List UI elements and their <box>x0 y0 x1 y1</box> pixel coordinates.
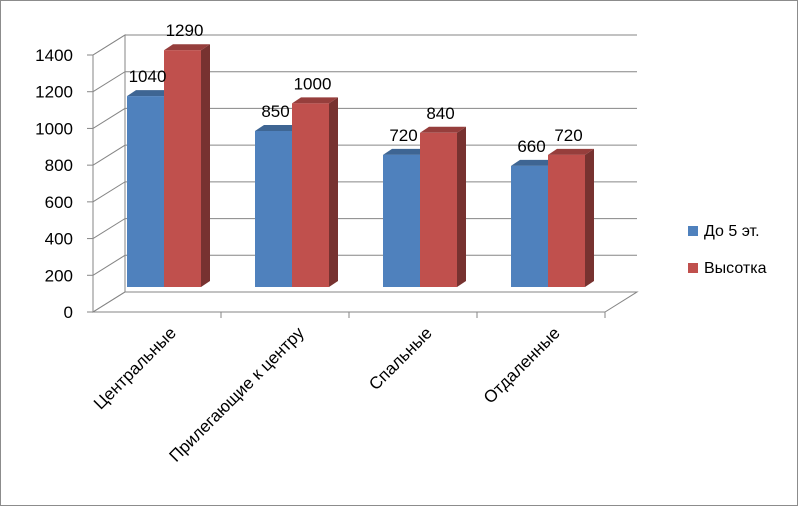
gridline <box>92 181 637 203</box>
bar <box>548 148 594 287</box>
legend-label: Высотка <box>704 260 767 277</box>
gridline <box>92 107 637 129</box>
bar-side <box>329 97 338 287</box>
bar-front <box>292 103 329 287</box>
gridline <box>92 291 637 313</box>
data-label: 840 <box>426 104 454 123</box>
bar-front <box>420 132 457 287</box>
floor <box>91 291 639 313</box>
legend-swatch <box>688 263 698 273</box>
y-tick-label: 1200 <box>35 83 73 102</box>
side-wall <box>92 34 126 313</box>
bar-front <box>164 50 201 287</box>
data-label: 720 <box>389 126 417 145</box>
data-label: 660 <box>517 137 545 156</box>
y-tick-label: 1400 <box>35 46 73 65</box>
gridline <box>92 71 637 93</box>
data-label: 1290 <box>166 21 204 40</box>
gridlines <box>92 34 637 313</box>
y-tick-label: 1000 <box>35 119 73 138</box>
bar-side <box>457 126 466 287</box>
gridline <box>92 218 637 239</box>
legend-label: До 5 эт. <box>704 223 760 240</box>
gridline <box>92 144 637 166</box>
y-tick-label: 800 <box>45 156 73 175</box>
bar-top <box>383 148 429 155</box>
data-label: 1040 <box>129 67 167 86</box>
data-label: 720 <box>554 126 582 145</box>
bar-side <box>201 44 210 287</box>
y-tick-label: 400 <box>45 230 73 249</box>
gridline <box>92 34 637 56</box>
x-category-label: Отдаленные <box>480 323 564 407</box>
bar-top <box>255 124 301 131</box>
x-category-label: Центральные <box>90 323 180 413</box>
data-labels: 1040 1290 850 1000 720 840 660 720 <box>129 21 583 156</box>
bar-top <box>164 44 210 51</box>
bar-front <box>548 154 585 287</box>
bar-front <box>127 96 164 287</box>
y-tick-label: 200 <box>45 266 73 285</box>
bar-top <box>420 126 466 133</box>
bar <box>164 44 210 287</box>
x-category-label: Прилегающие к центру <box>165 323 308 466</box>
gridline <box>92 254 637 276</box>
y-tick-label: 600 <box>45 193 73 212</box>
bar-top <box>127 90 173 97</box>
y-tick-label: 0 <box>64 303 73 322</box>
x-category-label: Спальные <box>365 323 436 394</box>
bar-front <box>383 154 420 287</box>
y-axis-tick-labels: 0 200 400 600 800 1000 1200 1400 <box>35 46 73 322</box>
bar-side <box>585 148 594 287</box>
bar-top <box>548 148 594 155</box>
axes <box>87 54 606 318</box>
bar-top <box>511 159 557 166</box>
bar <box>420 126 466 287</box>
bar-top <box>292 97 338 104</box>
data-label: 850 <box>261 102 289 121</box>
legend: До 5 эт. Высотка <box>688 223 767 277</box>
bar-front <box>255 130 292 287</box>
bars <box>127 44 594 287</box>
bar <box>292 97 338 287</box>
bar-front <box>511 165 548 287</box>
data-label: 1000 <box>294 74 332 93</box>
legend-swatch <box>688 226 698 236</box>
